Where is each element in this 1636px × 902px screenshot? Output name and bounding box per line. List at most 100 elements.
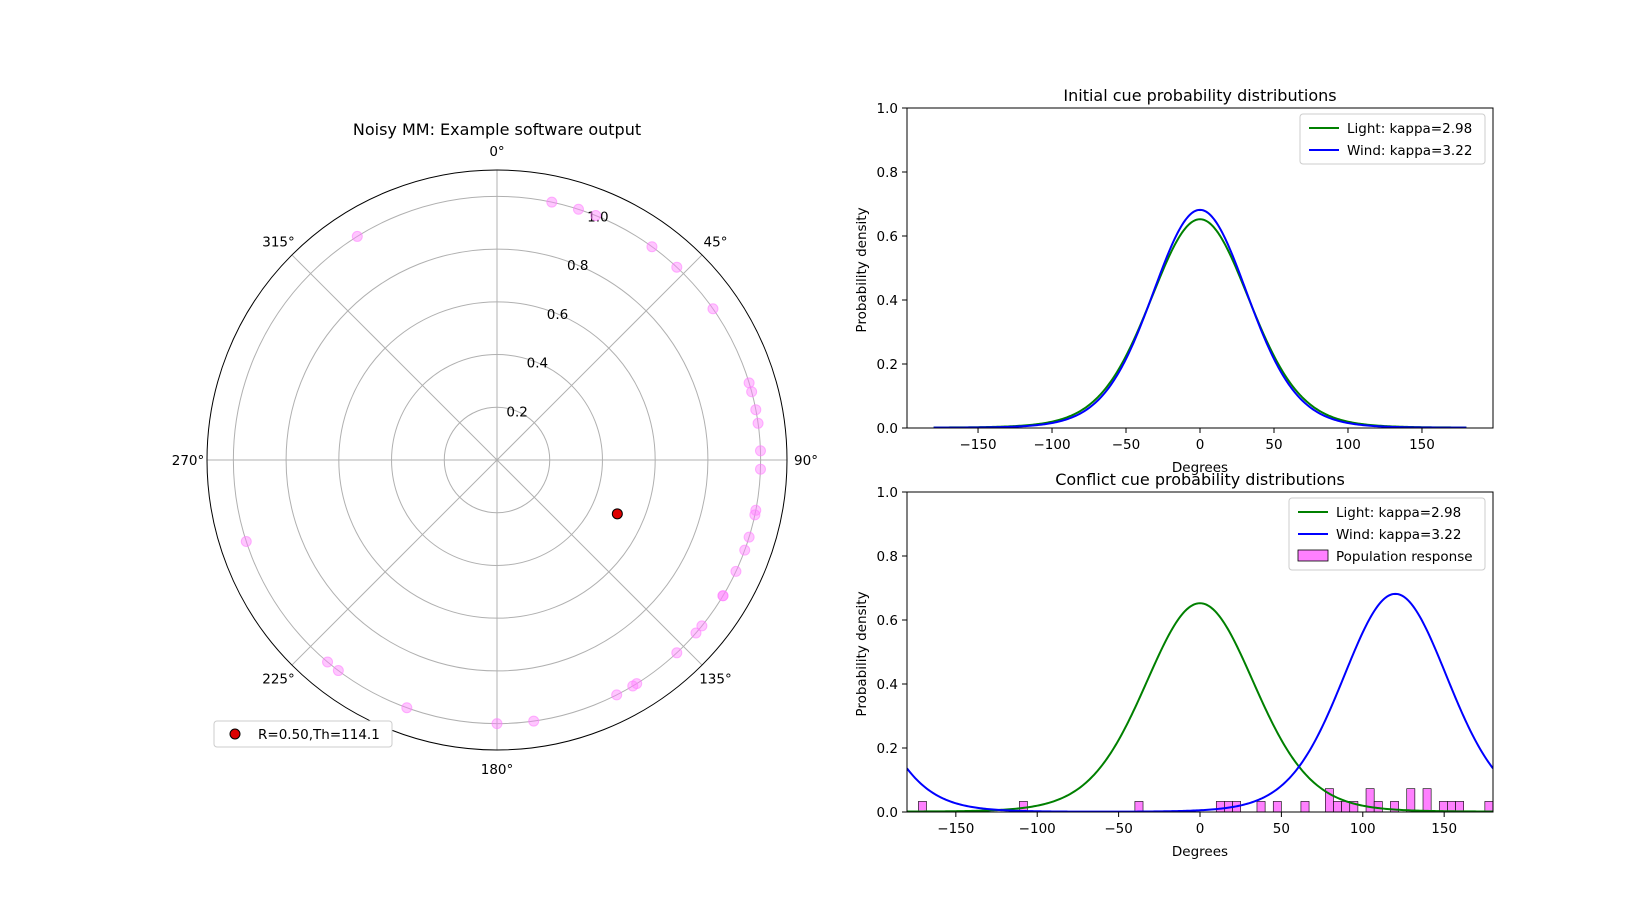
mean-vector-point <box>611 508 623 520</box>
conflict-legend-label-wind: Wind: kappa=3.22 <box>1336 527 1461 543</box>
initial-legend: Light: kappa=2.98 Wind: kappa=3.22 <box>1299 113 1486 165</box>
density-curve <box>933 208 1467 428</box>
y-tick-label: 0.2 <box>877 741 898 757</box>
polar-legend: R=0.50,Th=114.1 <box>213 720 393 748</box>
response-point <box>743 531 755 543</box>
angle-tick-label: 0° <box>489 144 504 160</box>
density-curve <box>907 592 1493 812</box>
x-tick-label: −150 <box>937 821 974 837</box>
polar-radial-ticks: 0.2 0.4 0.6 0.8 1.0 <box>506 209 608 420</box>
response-point <box>528 715 540 727</box>
response-point <box>590 210 602 222</box>
histogram-bar <box>1325 788 1334 812</box>
initial-x-axis-label: Degrees <box>1172 460 1228 476</box>
polar-angle-ticks: 0° 45° 90° 135° 180° 225° 270° 315° <box>172 144 818 778</box>
initial-x-ticks: −150 −100 −50 0 50 100 150 <box>959 428 1435 453</box>
x-tick-label: 0 <box>1196 437 1205 453</box>
histogram-bar <box>1422 788 1432 812</box>
angle-tick-label: 45° <box>704 235 728 251</box>
plot-content <box>907 592 1493 812</box>
histogram-bar <box>1365 788 1375 812</box>
initial-y-ticks: 0.0 0.2 0.4 0.6 0.8 1.0 <box>877 101 907 437</box>
conflict-plot-title: Conflict cue probability distributions <box>1055 470 1345 489</box>
response-point <box>690 627 702 639</box>
response-point <box>240 535 252 547</box>
histogram-bar <box>1390 801 1399 812</box>
x-tick-label: 100 <box>1335 437 1361 453</box>
polar-frame <box>206 169 788 751</box>
response-point <box>730 565 742 577</box>
histogram-bar <box>1215 801 1225 812</box>
y-tick-label: 0.4 <box>877 293 898 309</box>
density-curve <box>933 218 1467 428</box>
response-point <box>707 303 719 315</box>
x-tick-label: 50 <box>1265 437 1282 453</box>
response-point <box>696 620 708 632</box>
x-tick-label: −150 <box>959 437 996 453</box>
histogram-bar <box>1406 788 1416 812</box>
histogram-bar <box>1349 801 1359 812</box>
histogram-bar <box>918 801 927 812</box>
x-tick-label: 0 <box>1196 821 1205 837</box>
x-tick-label: 150 <box>1431 821 1457 837</box>
histogram-bar <box>1484 801 1493 812</box>
angular-gridline <box>291 254 498 461</box>
initial-cue-plot: Initial cue probability distributions −1… <box>854 86 1494 476</box>
angular-gridline <box>496 254 703 461</box>
response-point <box>491 718 503 730</box>
polar-legend-frame <box>213 720 393 748</box>
histogram-bar <box>1256 801 1266 812</box>
x-tick-label: −50 <box>1104 821 1133 837</box>
y-tick-label: 0.8 <box>877 549 898 565</box>
polar-points <box>240 196 766 730</box>
response-point <box>322 656 334 668</box>
response-point <box>572 203 584 215</box>
x-tick-label: 100 <box>1350 821 1376 837</box>
response-point <box>611 689 623 701</box>
histogram-bar <box>1455 801 1465 812</box>
y-tick-label: 0.2 <box>877 357 898 373</box>
response-point <box>546 196 558 208</box>
response-point <box>749 509 761 521</box>
y-tick-label: 1.0 <box>877 101 898 117</box>
response-point <box>717 590 729 602</box>
angle-tick-label: 135° <box>699 671 732 687</box>
y-tick-label: 0.8 <box>877 165 898 181</box>
x-tick-label: −50 <box>1112 437 1141 453</box>
response-point <box>739 544 751 556</box>
histogram-bar <box>1300 801 1310 812</box>
y-tick-label: 1.0 <box>877 485 898 501</box>
response-point <box>351 230 363 242</box>
response-point <box>671 647 683 659</box>
response-point <box>671 261 683 273</box>
conflict-y-axis-label: Probability density <box>854 591 870 716</box>
density-curve <box>907 602 1493 812</box>
x-tick-label: 50 <box>1273 821 1290 837</box>
conflict-legend-frame <box>1288 497 1486 571</box>
y-tick-label: 0.0 <box>877 421 898 437</box>
histogram-bar <box>1134 801 1144 812</box>
response-point <box>646 241 658 253</box>
response-point <box>752 417 764 429</box>
y-tick-label: 0.6 <box>877 613 898 629</box>
polar-plot: Noisy MM: Example software output 0.2 0.… <box>172 120 818 778</box>
response-point <box>401 702 413 714</box>
angle-tick-label: 315° <box>262 235 295 251</box>
angle-tick-label: 225° <box>262 671 295 687</box>
response-point <box>750 404 762 416</box>
polar-grid <box>207 170 787 750</box>
population-legend-patch <box>1297 549 1329 562</box>
x-tick-label: −100 <box>1019 821 1056 837</box>
conflict-plot-area <box>906 491 1494 813</box>
conflict-legend-label-population: Population response <box>1336 549 1473 565</box>
angle-tick-label: 180° <box>481 762 514 778</box>
initial-plot-title: Initial cue probability distributions <box>1063 86 1336 105</box>
polar-title: Noisy MM: Example software output <box>353 120 641 139</box>
conflict-y-ticks: 0.0 0.2 0.4 0.6 0.8 1.0 <box>877 485 907 821</box>
response-point <box>754 445 766 457</box>
response-point <box>754 463 766 475</box>
conflict-cue-plot: Conflict cue probability distributions −… <box>854 470 1494 860</box>
radial-tick-label: 0.4 <box>527 356 548 372</box>
radial-tick-label: 0.8 <box>567 258 588 274</box>
